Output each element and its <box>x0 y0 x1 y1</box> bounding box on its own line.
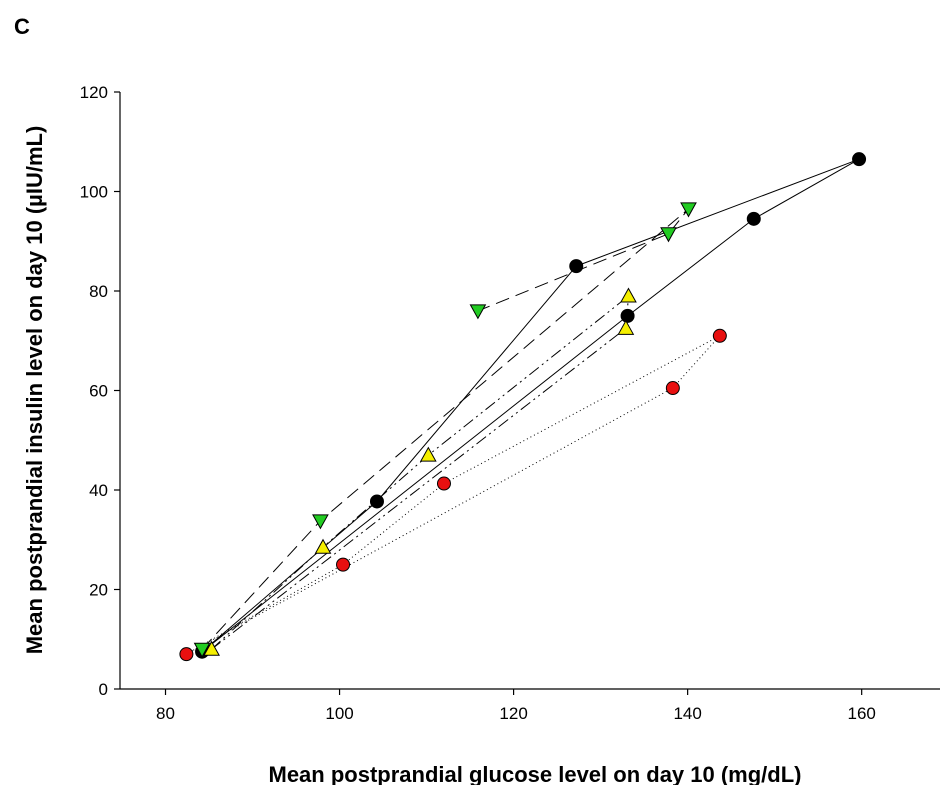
data-point-triangle-up <box>314 538 332 554</box>
data-point-circle <box>336 557 351 572</box>
data-point-triangle-up <box>617 319 635 335</box>
data-point-circle <box>620 308 635 323</box>
series-markers <box>179 328 727 662</box>
x-tick-label: 160 <box>847 704 875 723</box>
x-tick-label: 120 <box>499 704 527 723</box>
data-point-circle <box>852 152 867 167</box>
x-axis-title: Mean postprandial glucose level on day 1… <box>269 762 802 785</box>
series-markers <box>195 152 867 659</box>
data-point-triangle-down <box>312 514 329 530</box>
y-tick-label: 0 <box>99 680 108 699</box>
series-line <box>211 294 630 650</box>
series-group <box>201 208 689 650</box>
data-point-circle <box>436 476 451 491</box>
data-point-triangle-down <box>680 202 697 218</box>
data-point-circle <box>746 211 761 226</box>
y-axis-ticks: 0 20 40 60 80 100 120 <box>80 83 120 699</box>
data-point-circle <box>665 381 680 396</box>
x-tick-label: 100 <box>325 704 353 723</box>
series-group <box>201 158 860 653</box>
x-tick-label: 80 <box>156 704 175 723</box>
data-point-circle <box>369 494 384 509</box>
data-point-triangle-up <box>419 446 437 462</box>
data-point-circle <box>569 259 584 274</box>
series-group <box>186 335 721 655</box>
panel-label: C <box>14 14 30 39</box>
series-line <box>201 158 860 653</box>
data-point-triangle-up <box>620 287 637 303</box>
data-point-circle <box>179 647 194 662</box>
series-markers <box>193 202 697 658</box>
x-tick-label: 140 <box>673 704 701 723</box>
data-point-circle <box>712 328 727 343</box>
y-tick-label: 40 <box>89 481 108 500</box>
y-tick-label: 80 <box>89 282 108 301</box>
x-axis-ticks: 80 100 120 140 160 <box>156 689 876 723</box>
y-tick-label: 100 <box>80 183 108 202</box>
series-markers <box>203 287 637 656</box>
y-tick-label: 20 <box>89 581 108 600</box>
data-point-triangle-down <box>660 227 677 243</box>
axes: 80 100 120 140 160 0 20 40 60 80 100 120 <box>80 83 940 723</box>
plot-area <box>179 152 867 662</box>
data-point-triangle-down <box>469 304 487 320</box>
data-point-triangle-down <box>193 642 211 658</box>
series-group <box>211 294 630 650</box>
series-line <box>186 335 721 655</box>
y-tick-label: 120 <box>80 83 108 102</box>
series-line <box>201 208 689 650</box>
data-point-triangle-up <box>203 640 220 656</box>
y-tick-label: 60 <box>89 382 108 401</box>
y-axis-title: Mean postprandial insulin level on day 1… <box>22 126 47 655</box>
